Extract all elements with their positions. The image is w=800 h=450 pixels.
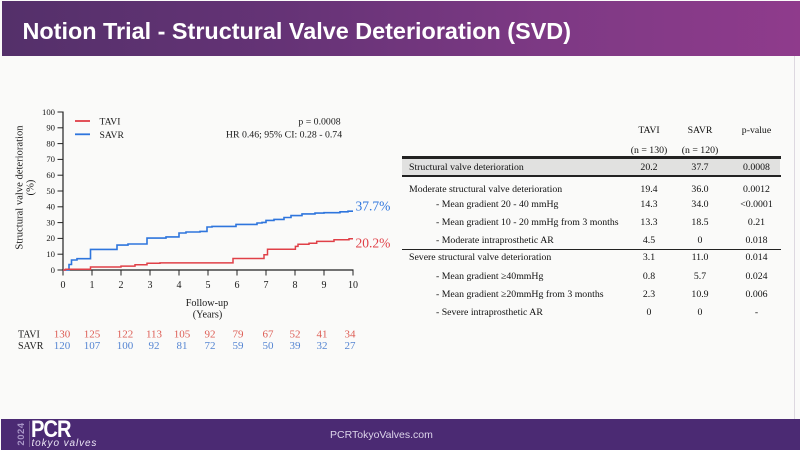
svg-text:20.2%: 20.2% (356, 235, 391, 250)
svg-text:70: 70 (46, 154, 55, 164)
svg-text:92: 92 (205, 329, 216, 341)
svg-text:32: 32 (317, 340, 328, 352)
svg-text:20: 20 (46, 233, 55, 243)
svg-text:HR 0.46; 95% CI: 0.28 - 0.74: HR 0.46; 95% CI: 0.28 - 0.74 (226, 130, 342, 141)
svg-text:Structural valve deterioration: Structural valve deterioration (15, 125, 26, 250)
svg-text:6: 6 (235, 280, 240, 291)
svg-text:SAVR: SAVR (18, 341, 44, 352)
svg-text:81: 81 (177, 340, 188, 352)
svg-text:79: 79 (233, 329, 245, 341)
svg-text:130: 130 (54, 329, 71, 341)
svg-text:SAVR: SAVR (100, 130, 125, 141)
svg-text:60: 60 (46, 170, 55, 180)
svg-text:TAVI: TAVI (18, 330, 40, 341)
svg-text:113: 113 (146, 329, 163, 341)
svg-text:2: 2 (119, 280, 124, 291)
svg-text:30: 30 (46, 217, 55, 227)
svg-text:37.7%: 37.7% (356, 198, 391, 213)
svg-text:0: 0 (61, 280, 66, 291)
svg-text:27: 27 (345, 340, 357, 352)
svg-text:100: 100 (42, 107, 56, 117)
svg-text:4: 4 (177, 280, 182, 291)
svg-text:120: 120 (54, 340, 71, 352)
svg-text:41: 41 (317, 329, 328, 341)
svg-text:40: 40 (46, 202, 55, 212)
svg-text:10: 10 (46, 249, 55, 259)
svg-text:67: 67 (263, 329, 275, 341)
svg-text:(Years): (Years) (193, 310, 223, 321)
svg-text:7: 7 (264, 280, 269, 291)
svg-text:50: 50 (263, 340, 275, 352)
svg-text:107: 107 (84, 340, 101, 352)
svg-text:122: 122 (117, 329, 134, 341)
svg-text:5: 5 (206, 280, 211, 291)
svg-text:90: 90 (46, 123, 55, 133)
svg-text:TAVI: TAVI (100, 117, 121, 128)
svg-text:50: 50 (46, 186, 55, 196)
svg-text:(%): (%) (25, 179, 36, 195)
svg-text:34: 34 (345, 329, 357, 341)
svg-text:39: 39 (290, 340, 302, 352)
svg-text:0: 0 (51, 265, 56, 275)
svg-text:p = 0.0008: p = 0.0008 (298, 117, 340, 128)
svg-text:9: 9 (322, 280, 327, 291)
svg-text:105: 105 (174, 329, 191, 341)
svg-text:1: 1 (90, 280, 95, 291)
svg-text:10: 10 (348, 280, 358, 291)
svg-text:Follow-up: Follow-up (186, 298, 228, 309)
svg-text:59: 59 (233, 340, 245, 352)
svg-text:80: 80 (46, 138, 55, 148)
svg-text:3: 3 (148, 280, 153, 291)
svg-text:72: 72 (205, 340, 216, 352)
svg-text:100: 100 (117, 340, 134, 352)
svg-text:52: 52 (290, 329, 301, 341)
svg-text:125: 125 (84, 329, 101, 341)
svg-text:8: 8 (293, 280, 298, 291)
svg-text:92: 92 (149, 340, 160, 352)
